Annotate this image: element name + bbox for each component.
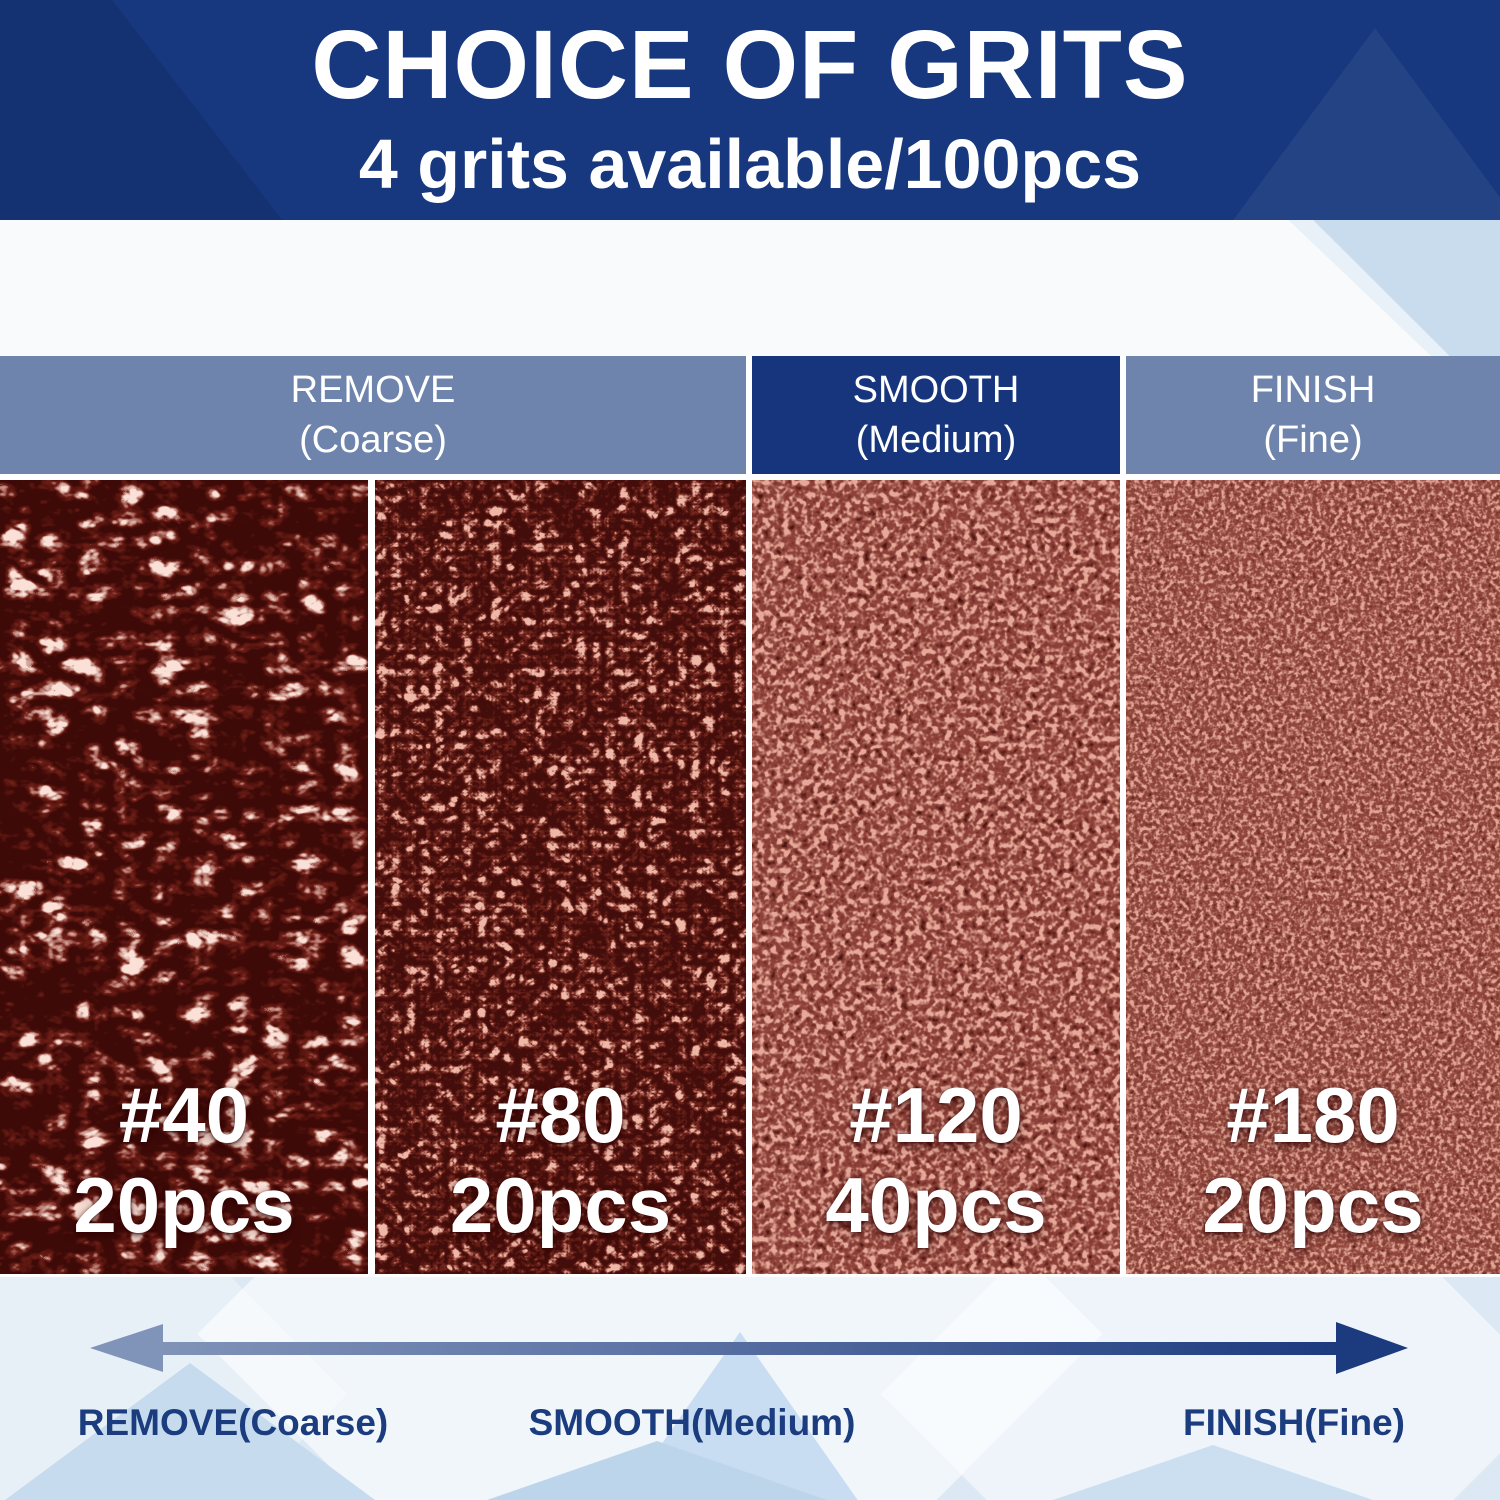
stage-subtitle: (Fine) [1263, 419, 1363, 461]
stage-title: SMOOTH [852, 369, 1020, 411]
page-subtitle: 4 grits available/100pcs [358, 125, 1142, 203]
scale-label-smooth: SMOOTH(Medium) [528, 1402, 856, 1443]
grit-count: 20pcs [73, 1161, 295, 1249]
stage-cell-remove: REMOVE (Coarse) [0, 356, 746, 474]
grit-count: 20pcs [449, 1161, 672, 1249]
sandpaper-panel-180: #180 20pcs [1126, 480, 1500, 1274]
arrowhead-right [1336, 1322, 1408, 1374]
sandpaper-texture-120 [752, 480, 1120, 1274]
stage-subtitle: (Medium) [855, 419, 1017, 461]
grit-scale-footer: REMOVE(Coarse) SMOOTH(Medium) FINISH(Fin… [0, 1274, 1500, 1500]
page-title: CHOICE OF GRITS [311, 10, 1189, 119]
arrow-shaft [158, 1342, 1338, 1355]
grit-number: #80 [495, 1071, 626, 1159]
grit-count: 40pcs [825, 1161, 1047, 1249]
grit-count: 20pcs [1202, 1161, 1424, 1249]
stage-subtitle: (Coarse) [299, 419, 447, 461]
double-arrow-icon [90, 1322, 1408, 1374]
sandpaper-panel-120: #120 40pcs [752, 480, 1120, 1274]
grit-label: #80 20pcs [375, 1070, 746, 1250]
stage-cell-smooth: SMOOTH (Medium) [752, 356, 1120, 474]
grit-number: #40 [118, 1071, 250, 1159]
sandpaper-panels: #40 20pcs #80 20pcs #120 40pcs [0, 480, 1500, 1274]
stage-title: REMOVE [290, 369, 456, 411]
header-banner: CHOICE OF GRITS 4 grits available/100pcs [0, 0, 1500, 220]
grit-stage-header-row: REMOVE (Coarse) SMOOTH (Medium) FINISH (… [0, 356, 1500, 474]
stage-title: FINISH [1250, 369, 1376, 411]
grit-number: #120 [849, 1071, 1023, 1159]
grit-number: #180 [1226, 1071, 1400, 1159]
scale-label-remove: REMOVE(Coarse) [77, 1402, 389, 1443]
stage-cell-finish: FINISH (Fine) [1126, 356, 1500, 474]
grit-label: #40 20pcs [0, 1070, 368, 1250]
grit-label: #120 40pcs [752, 1070, 1120, 1250]
arrowhead-left [90, 1324, 163, 1372]
sandpaper-texture-40 [0, 480, 368, 1274]
sandpaper-texture-180 [1126, 480, 1500, 1274]
sandpaper-panel-40: #40 20pcs [0, 480, 368, 1274]
grit-label: #180 20pcs [1126, 1070, 1500, 1250]
sandpaper-texture-80 [375, 480, 746, 1274]
sandpaper-panel-80: #80 20pcs [375, 480, 746, 1274]
scale-label-finish: FINISH(Fine) [1183, 1402, 1405, 1443]
spacer-band [0, 220, 1500, 356]
